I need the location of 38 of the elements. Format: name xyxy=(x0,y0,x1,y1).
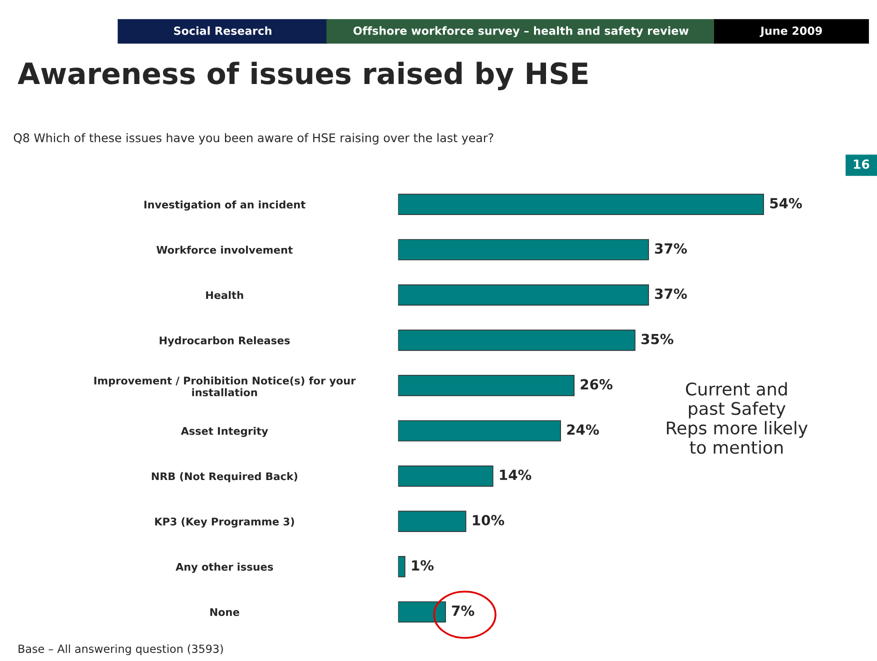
data-label: 54% xyxy=(770,198,802,208)
text: Q8 Which of these issues have you been aware of HSE raising over the last year? xyxy=(14,133,494,145)
data-label: 14% xyxy=(500,470,532,480)
bar xyxy=(398,330,636,351)
y-tick-label: None xyxy=(210,608,240,616)
bar xyxy=(398,556,406,578)
bar xyxy=(398,420,561,442)
text: Base – All answering question (3593) xyxy=(18,644,223,656)
bar xyxy=(398,194,764,216)
y-tick-label: Health xyxy=(206,291,244,300)
chart-title: Awareness of issues raised by HSE xyxy=(18,62,588,90)
data-label: 37% xyxy=(655,243,687,254)
text: 16 xyxy=(854,159,870,169)
y-tick-label: NRB (Not Required Back) xyxy=(152,472,298,482)
y-tick-label: Workforce involvement xyxy=(156,246,293,254)
data-label: 37% xyxy=(655,288,687,299)
bar xyxy=(398,374,575,396)
text: Offshore workforce survey – health and safety review xyxy=(353,26,689,38)
data-label: 7% xyxy=(452,605,474,616)
data-label: 24% xyxy=(567,424,599,435)
data-label: 1% xyxy=(412,560,434,571)
data-label: 35% xyxy=(641,334,674,344)
bar xyxy=(398,601,446,623)
y-tick-label: Hydrocarbon Releases xyxy=(160,336,290,346)
data-label: 26% xyxy=(580,379,612,390)
data-label: 10% xyxy=(472,514,504,526)
y-tick-label: Improvement / Prohibition Notice(s) for your installation xyxy=(94,376,356,396)
y-tick-label: Investigation of an incident xyxy=(144,200,306,211)
y-tick-label: KP3 (Key Programme 3) xyxy=(155,517,294,528)
y-tick-label: Any other issues xyxy=(176,562,274,573)
annotation: Current and past Safety Reps more likely to mention xyxy=(666,382,808,454)
bar xyxy=(398,239,649,260)
bar xyxy=(398,510,466,532)
bar xyxy=(398,284,649,306)
text: Social Research xyxy=(174,26,272,35)
text: June 2009 xyxy=(760,26,822,38)
y-tick-label: Asset Integrity xyxy=(180,426,268,438)
bar xyxy=(398,465,494,487)
